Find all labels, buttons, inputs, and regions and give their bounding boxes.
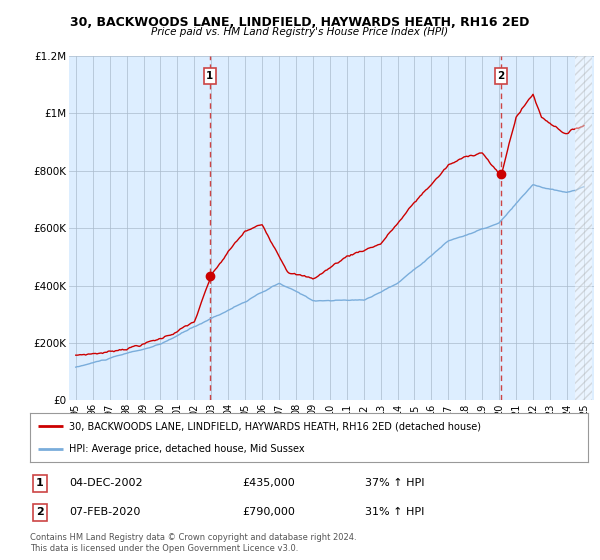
- Text: HPI: Average price, detached house, Mid Sussex: HPI: Average price, detached house, Mid …: [69, 444, 305, 454]
- Text: 2: 2: [497, 71, 505, 81]
- Text: 30, BACKWOODS LANE, LINDFIELD, HAYWARDS HEATH, RH16 2ED (detached house): 30, BACKWOODS LANE, LINDFIELD, HAYWARDS …: [69, 421, 481, 431]
- Text: 04-DEC-2002: 04-DEC-2002: [69, 478, 143, 488]
- Text: 07-FEB-2020: 07-FEB-2020: [69, 507, 140, 517]
- Text: 31% ↑ HPI: 31% ↑ HPI: [365, 507, 424, 517]
- Text: £435,000: £435,000: [242, 478, 295, 488]
- Text: 1: 1: [206, 71, 214, 81]
- Text: 30, BACKWOODS LANE, LINDFIELD, HAYWARDS HEATH, RH16 2ED: 30, BACKWOODS LANE, LINDFIELD, HAYWARDS …: [70, 16, 530, 29]
- Text: £790,000: £790,000: [242, 507, 295, 517]
- Text: 2: 2: [36, 507, 44, 517]
- Text: Price paid vs. HM Land Registry's House Price Index (HPI): Price paid vs. HM Land Registry's House …: [151, 27, 449, 37]
- Text: 37% ↑ HPI: 37% ↑ HPI: [365, 478, 424, 488]
- Text: Contains HM Land Registry data © Crown copyright and database right 2024.
This d: Contains HM Land Registry data © Crown c…: [30, 533, 356, 553]
- Bar: [575, 27, 592, 400]
- Text: 1: 1: [36, 478, 44, 488]
